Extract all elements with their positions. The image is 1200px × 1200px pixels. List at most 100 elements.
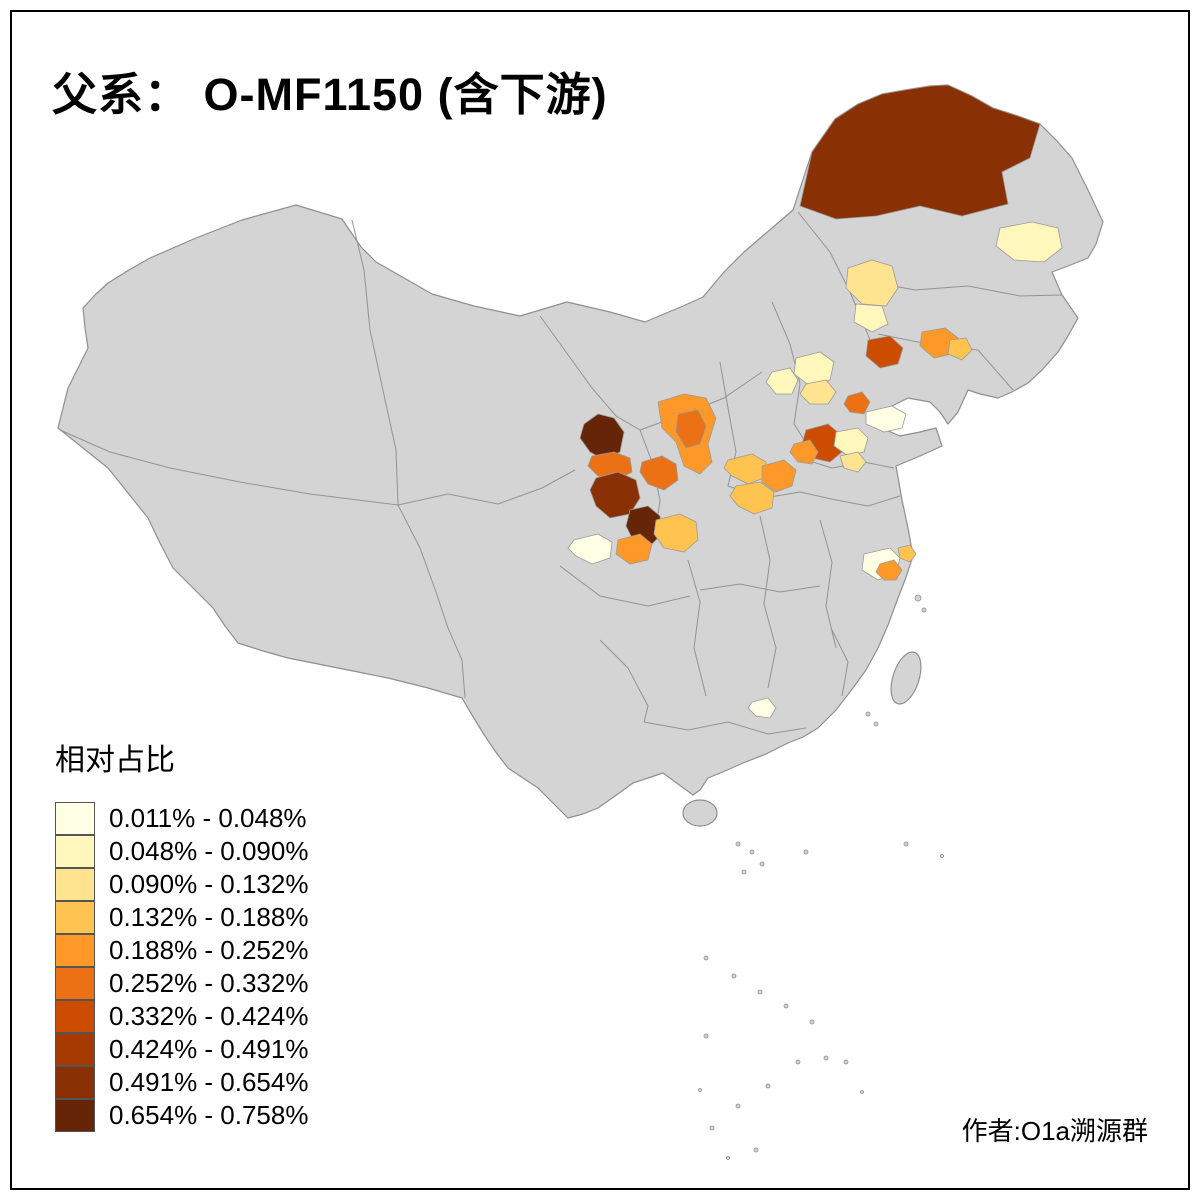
province-border-line — [397, 469, 576, 506]
legend-row: 0.011% - 0.048% — [55, 802, 308, 835]
legend-swatch — [55, 835, 95, 868]
islet — [765, 1083, 771, 1089]
islet — [753, 1147, 759, 1153]
province-border-line — [699, 583, 821, 593]
map-region-jiangsu-north-pale — [839, 451, 867, 473]
map-region-shandong-central-pale — [833, 427, 869, 457]
islet — [731, 973, 737, 979]
map-region-jiangsu-coast — [897, 544, 917, 563]
legend-row: 0.654% - 0.758% — [55, 1099, 308, 1132]
islet — [940, 854, 944, 858]
islet — [698, 1088, 702, 1092]
legend-label: 0.011% - 0.048% — [109, 803, 307, 833]
legend-swatch — [55, 901, 95, 934]
islet — [757, 989, 763, 995]
map-region-shandong-peninsula-pale — [865, 405, 907, 433]
islet — [735, 841, 741, 847]
legend-label: 0.654% - 0.758% — [109, 1100, 309, 1130]
islet — [865, 711, 871, 717]
province-border-line — [643, 721, 807, 735]
map-region-heilongjiang-east — [995, 221, 1063, 263]
map-region-shanghai — [875, 559, 903, 581]
legend-label: 0.332% - 0.424% — [109, 1001, 309, 1031]
islet — [823, 1055, 829, 1061]
legend-label: 0.252% - 0.332% — [109, 968, 309, 998]
province-border-line — [687, 559, 707, 697]
taiwan-island — [890, 651, 922, 705]
islet — [709, 1125, 715, 1131]
islet — [803, 849, 809, 855]
province-border-line — [539, 315, 641, 431]
plot-title: 父系： O-MF1150 (含下游) — [52, 69, 608, 120]
map-region-hulunbuir — [799, 84, 1041, 220]
hainan-island — [682, 799, 718, 827]
province-border-line — [599, 639, 649, 723]
islet — [703, 1033, 709, 1039]
islet — [795, 1059, 801, 1065]
legend-label: 0.491% - 0.654% — [109, 1067, 309, 1097]
province-border-line — [835, 495, 901, 507]
province-border-line — [351, 219, 399, 506]
province-border-line — [759, 515, 777, 689]
legend-label: 0.090% - 0.132% — [109, 869, 309, 899]
legend-swatch — [55, 1033, 95, 1066]
islet — [809, 1019, 815, 1025]
map-region-guangdong-pale — [747, 697, 777, 719]
map-region-chengdu — [615, 533, 653, 565]
legend-row: 0.132% - 0.188% — [55, 901, 308, 934]
legend-title: 相对占比 — [55, 744, 175, 777]
legend-row: 0.424% - 0.491% — [55, 1033, 308, 1066]
province-border-line — [831, 629, 849, 697]
islet — [749, 849, 755, 855]
map-region-shanxi-core — [675, 409, 707, 449]
islet — [903, 841, 909, 847]
province-border-line — [397, 504, 466, 699]
legend-swatch — [55, 1000, 95, 1033]
map-region-hebei-west — [765, 367, 799, 395]
province-border-line — [59, 429, 399, 506]
legend-row: 0.252% - 0.332% — [55, 967, 308, 1000]
legend-swatch — [55, 1099, 95, 1132]
legend-swatch — [55, 1066, 95, 1099]
province-border-line — [559, 565, 691, 607]
legend-row: 0.090% - 0.132% — [55, 868, 308, 901]
legend-label: 0.132% - 0.188% — [109, 902, 309, 932]
province-border-line — [819, 519, 837, 649]
islet — [914, 594, 922, 602]
map-region-ningxia-south — [639, 455, 679, 491]
legend-label: 0.424% - 0.491% — [109, 1034, 309, 1064]
legend-row: 0.491% - 0.654% — [55, 1066, 308, 1099]
attribution: 作者:O1a溯源群 — [961, 1116, 1148, 1146]
legend-label: 0.048% - 0.090% — [109, 836, 309, 866]
colored-regions — [567, 84, 1063, 719]
map-region-jilin-south — [853, 303, 889, 333]
legend: 相对占比 0.011% - 0.048% 0.048% - 0.090% 0.090… — [55, 744, 308, 1132]
islet — [921, 607, 927, 613]
islet — [759, 861, 765, 867]
legend-swatch — [55, 802, 95, 835]
map-region-liaoning-west — [865, 335, 904, 369]
map-region-henan-east — [761, 459, 797, 493]
sea-islands — [698, 594, 944, 1160]
map-region-henan-west — [723, 453, 767, 485]
map-region-jilin-central — [845, 259, 899, 307]
map-region-shandong-southwest — [789, 439, 819, 465]
legend-row: 0.188% - 0.252% — [55, 934, 308, 967]
islet — [741, 869, 747, 875]
legend-row: 0.332% - 0.424% — [55, 1000, 308, 1033]
map-region-beijing-south — [799, 379, 837, 405]
legend-row: 0.048% - 0.090% — [55, 835, 308, 868]
legend-swatch — [55, 868, 95, 901]
islet — [703, 955, 709, 961]
map-region-gansu-dingxi-dark — [579, 413, 625, 461]
legend-rows: 0.011% - 0.048% 0.048% - 0.090% 0.090% - 0… — [55, 802, 308, 1132]
map-region-sichuan-north — [653, 513, 699, 553]
map-region-liaoning-east — [947, 337, 973, 361]
islet — [843, 1059, 849, 1065]
province-border-line — [771, 301, 813, 453]
islet — [783, 1003, 789, 1009]
islet — [726, 1156, 730, 1160]
islet — [873, 721, 879, 727]
islet — [860, 1090, 864, 1094]
